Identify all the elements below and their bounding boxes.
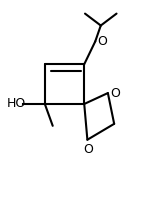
Text: O: O bbox=[110, 87, 120, 100]
Text: HO: HO bbox=[7, 97, 26, 110]
Text: O: O bbox=[83, 143, 93, 156]
Text: O: O bbox=[98, 35, 107, 48]
